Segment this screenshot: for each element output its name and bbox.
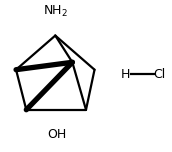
Text: OH: OH — [47, 128, 67, 141]
Text: H: H — [121, 68, 130, 81]
Text: Cl: Cl — [153, 68, 165, 81]
Text: NH$_2$: NH$_2$ — [43, 4, 68, 19]
